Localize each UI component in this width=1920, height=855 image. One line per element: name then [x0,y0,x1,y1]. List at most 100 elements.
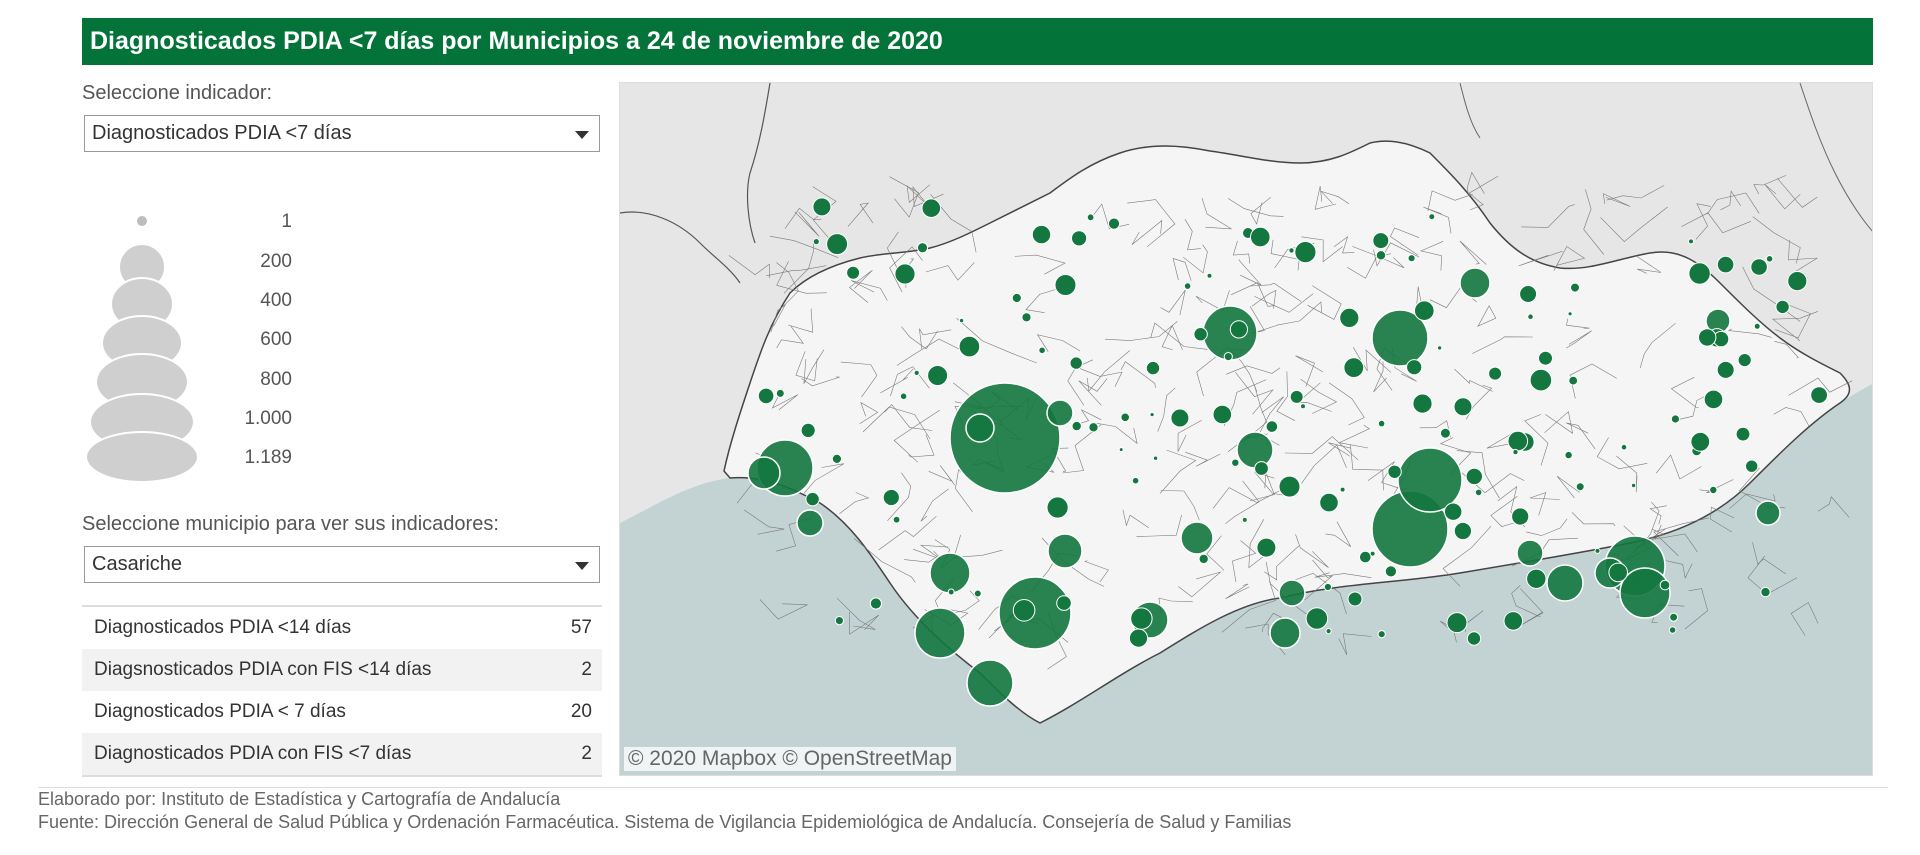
case-bubble[interactable] [1071,230,1088,247]
municipalities-map[interactable]: © 2020 Mapbox © OpenStreetMap [619,82,1873,776]
case-bubble[interactable] [1453,397,1473,417]
case-bubble[interactable] [1202,305,1258,361]
case-bubble[interactable] [1511,507,1530,526]
case-bubble[interactable] [1377,419,1386,428]
case-bubble[interactable] [1254,461,1269,476]
case-bubble[interactable] [973,589,982,598]
case-bubble[interactable] [1193,327,1208,342]
case-bubble[interactable] [916,242,929,254]
municipality-select[interactable]: Casariche [84,546,600,583]
case-bubble[interactable] [947,588,955,596]
case-bubble[interactable] [1319,492,1339,513]
case-bubble[interactable] [747,456,781,490]
case-bubble[interactable] [1128,628,1149,648]
case-bubble[interactable] [1512,448,1519,456]
case-bubble[interactable] [1300,403,1306,410]
case-bubble[interactable] [1527,313,1534,320]
case-bubble[interactable] [1568,375,1579,386]
case-bubble[interactable] [1436,345,1443,351]
case-bubble[interactable] [1131,476,1140,485]
case-bubble[interactable] [1745,459,1759,473]
case-bubble[interactable] [1507,430,1529,452]
case-bubble[interactable] [1690,431,1711,452]
case-bubble[interactable] [1149,412,1155,418]
case-bubble[interactable] [1071,420,1082,432]
case-bubble[interactable] [1250,226,1271,248]
case-bubble[interactable] [1688,262,1711,285]
case-bubble[interactable] [1021,312,1032,323]
case-bubble[interactable] [899,392,908,401]
case-bubble[interactable] [1265,420,1279,433]
case-bubble[interactable] [1735,426,1751,442]
case-bubble[interactable] [1231,458,1240,467]
case-bubble[interactable] [1703,389,1724,410]
case-bubble[interactable] [812,197,832,217]
case-bubble[interactable] [1716,255,1735,274]
case-bubble[interactable] [1384,565,1398,578]
case-bubble[interactable] [1488,366,1503,381]
case-bubble[interactable] [1056,595,1072,611]
case-bubble[interactable] [796,509,824,537]
case-bubble[interactable] [1012,599,1036,622]
case-bubble[interactable] [775,388,785,398]
case-bubble[interactable] [800,422,816,438]
case-bubble[interactable] [1229,320,1249,339]
case-bubble[interactable] [812,238,820,246]
case-bubble[interactable] [1619,567,1671,619]
case-bubble[interactable] [894,263,916,285]
case-bubble[interactable] [1088,422,1099,433]
case-bubble[interactable] [1428,213,1436,221]
case-bubble[interactable] [1407,254,1416,263]
case-bubble[interactable] [1608,562,1629,583]
case-bubble[interactable] [1047,533,1083,569]
case-bubble[interactable] [1529,368,1553,392]
case-bubble[interactable] [1269,617,1301,649]
case-bubble[interactable] [1325,628,1332,635]
case-bubble[interactable] [1519,285,1538,303]
case-bubble[interactable] [1294,241,1317,264]
case-bubble[interactable] [1620,443,1628,451]
case-bubble[interactable] [834,616,844,626]
case-bubble[interactable] [1011,292,1022,304]
case-bubble[interactable] [826,233,849,256]
case-bubble[interactable] [1198,553,1209,565]
case-bubble[interactable] [1503,611,1524,631]
case-bubble[interactable] [1289,389,1304,404]
case-bubble[interactable] [1564,450,1573,460]
case-bubble[interactable] [1412,393,1433,414]
case-bubble[interactable] [1760,586,1771,598]
case-bubble[interactable] [1038,346,1046,355]
case-bubble[interactable] [892,515,901,524]
case-bubble[interactable] [1278,475,1301,498]
case-bubble[interactable] [1538,350,1553,366]
case-bubble[interactable] [914,607,966,659]
case-bubble[interactable] [1397,447,1463,513]
case-bubble[interactable] [1305,607,1329,630]
case-bubble[interactable] [965,413,995,443]
case-bubble[interactable] [1180,521,1214,555]
case-bubble[interactable] [1145,360,1161,376]
case-bubble[interactable] [882,488,900,507]
case-bubble[interactable] [1546,564,1584,602]
case-bubble[interactable] [1709,485,1718,495]
map-attribution[interactable]: © 2020 Mapbox © OpenStreetMap [624,747,956,771]
case-bubble[interactable] [1668,626,1677,634]
case-bubble[interactable] [1575,482,1585,492]
case-bubble[interactable] [1474,488,1483,497]
case-bubble[interactable] [1086,213,1095,222]
case-bubble[interactable] [831,453,842,464]
case-bubble[interactable] [1765,255,1774,263]
case-bubble[interactable] [1737,353,1752,368]
case-bubble[interactable] [1465,467,1483,486]
case-bubble[interactable] [1377,630,1386,639]
case-bubble[interactable] [1755,500,1781,526]
case-bubble[interactable] [1526,568,1547,589]
case-bubble[interactable] [1288,247,1295,254]
case-bubble[interactable] [1206,272,1213,279]
case-bubble[interactable] [927,365,949,386]
case-bubble[interactable] [1406,359,1423,376]
case-bubble[interactable] [958,317,965,324]
case-bubble[interactable] [1371,309,1429,367]
case-bubble[interactable] [846,265,861,280]
case-bubble[interactable] [1810,386,1828,405]
